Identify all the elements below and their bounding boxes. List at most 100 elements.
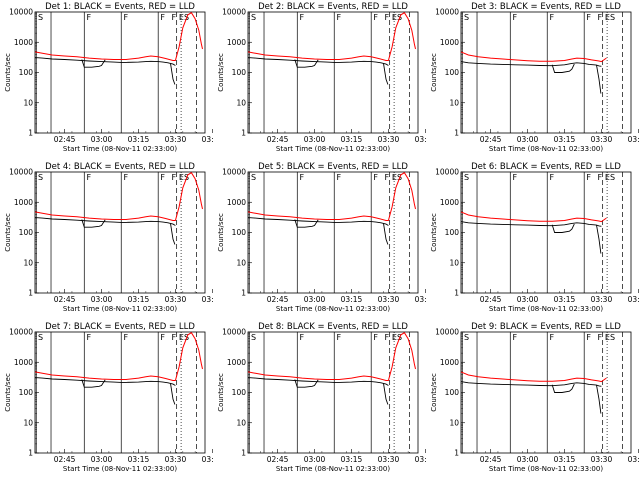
interval-marker-label: F [598,333,603,342]
x-tick-label: 03:00 [304,295,326,304]
y-tick-label: 1000 [14,198,33,207]
series-events-black-dip [551,383,575,393]
y-tick-label: 1 [28,289,33,298]
y-tick-label: 1 [241,449,246,458]
series-lld-red-line [34,12,203,61]
series-events-black-dip [294,59,319,68]
series-events-black-dip [551,63,575,73]
series-lld-red-line [247,12,416,61]
series-events-black-line [247,377,389,386]
x-tick-label: 03:45 [628,455,640,464]
interval-marker-label: F [549,173,554,182]
interval-marker-label: F [598,13,603,22]
x-tick-label: 03:45 [202,455,214,464]
chart-panel-5: Det 5: BLACK = Events, RED = LLD 1 10 100 10… [217,162,427,313]
y-tick-label: 100 [19,228,34,237]
y-tick-label: 10000 [435,168,459,177]
series-lld-red-line [247,332,416,381]
interval-marker-label: ES [392,173,402,182]
x-tick-label: 03:00 [91,455,113,464]
interval-marker-label: F [549,333,554,342]
y-tick-label: 10000 [9,328,33,337]
interval-marker-label: F [160,173,165,182]
interval-marker-label: F [373,333,378,342]
series-events-black-line [460,221,602,227]
x-tick-label: 03:30 [165,295,187,304]
x-tick-label: 03:00 [91,135,113,144]
interval-marker-label: F [598,173,603,182]
y-tick-label: 1 [454,289,459,298]
y-tick-label: 10 [449,98,459,107]
x-tick-label: 03:00 [304,135,326,144]
y-tick-label: 10 [23,258,33,267]
interval-marker-label: F [513,13,518,22]
x-tick-label: 03:15 [128,135,150,144]
interval-marker-label: F [172,13,177,22]
interval-marker-label: F [87,173,92,182]
y-tick-label: 10000 [435,328,459,337]
y-tick-label: 1 [241,289,246,298]
x-axis-label: Start Time (08-Nov-11 02:33:00) [489,145,603,153]
y-tick-label: 10000 [222,168,246,177]
x-tick-label: 03:45 [202,295,214,304]
y-axis-label: Counts/sec [4,53,12,92]
chart-title: Det 8: BLACK = Events, RED = LLD [258,322,408,332]
x-tick-label: 03:15 [341,455,363,464]
interval-marker-label: ES [605,173,615,182]
x-axis-label: Start Time (08-Nov-11 02:33:00) [276,465,390,473]
series-lld-red-line [460,211,607,223]
y-tick-label: 100 [445,228,460,237]
plot-frame [460,331,632,454]
series-lld-red-line [247,172,416,221]
y-tick-label: 10000 [435,8,459,17]
interval-marker-label: F [87,333,92,342]
y-tick-label: 10000 [222,328,246,337]
series-events-black-dip [294,379,319,388]
x-tick-label: 03:15 [554,135,576,144]
plot-frame [460,171,632,294]
y-tick-label: 1 [28,449,33,458]
y-axis-label: Counts/sec [217,373,225,412]
interval-marker-label: F [160,13,165,22]
y-tick-label: 100 [232,228,247,237]
x-tick-label: 03:30 [378,135,400,144]
x-tick-label: 03:30 [591,135,613,144]
interval-marker-label: F [160,333,165,342]
interval-marker-label: F [385,13,390,22]
x-tick-label: 03:30 [591,455,613,464]
x-axis-label: Start Time (08-Nov-11 02:33:00) [276,305,390,313]
series-events-black-dip [294,219,319,228]
plot-frame [247,11,419,134]
x-tick-label: 03:00 [517,455,539,464]
x-axis-label: Start Time (08-Nov-11 02:33:00) [63,145,177,153]
x-tick-label: 03:15 [128,455,150,464]
series-events-black-drop [596,225,602,254]
x-tick-label: 02:45 [54,135,76,144]
y-tick-label: 1000 [227,198,246,207]
interval-marker-label: S [38,333,43,342]
y-axis-label: Counts/sec [430,53,438,92]
chart-title: Det 4: BLACK = Events, RED = LLD [45,162,195,172]
y-tick-label: 1 [454,449,459,458]
series-lld-red-line [34,332,203,381]
y-axis-label: Counts/sec [430,373,438,412]
interval-marker-label: F [586,13,591,22]
y-axis-label: Counts/sec [430,213,438,252]
chart-title: Det 5: BLACK = Events, RED = LLD [258,162,408,172]
interval-marker-label: F [123,13,128,22]
interval-marker-label: F [336,333,341,342]
series-events-black-drop [170,383,176,405]
x-tick-label: 02:45 [267,135,289,144]
interval-marker-label: S [464,333,469,342]
chart-panel-9: Det 9: BLACK = Events, RED = LLD 1 10 100 10… [430,322,640,473]
y-tick-label: 1000 [14,358,33,367]
interval-marker-label: F [123,333,128,342]
y-tick-label: 10 [23,98,33,107]
chart-panel-8: Det 8: BLACK = Events, RED = LLD 1 10 100 10… [217,322,427,473]
y-tick-label: 1000 [227,38,246,47]
interval-marker-label: S [251,333,256,342]
series-lld-red-line [34,172,203,221]
chart-title: Det 3: BLACK = Events, RED = LLD [471,2,621,12]
y-tick-label: 100 [232,388,247,397]
